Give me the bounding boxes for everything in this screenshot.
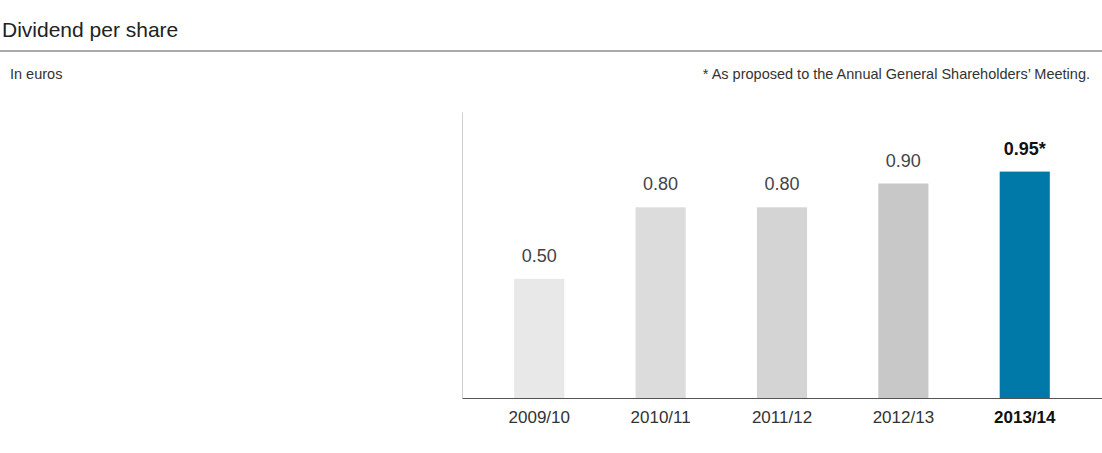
x-tick: 2009/10 (509, 398, 570, 427)
bar (878, 184, 928, 399)
x-tick-label: 2010/11 (631, 408, 691, 427)
data-labels: 0.50 0.80 0.80 0.90 0.95* (522, 139, 1046, 266)
subtitle: In euros (10, 66, 62, 82)
x-tick: 2013/14 (994, 398, 1056, 427)
bar (636, 207, 686, 398)
x-axis-line (463, 398, 1102, 399)
data-label: 0.90 (886, 151, 921, 171)
x-tick-label: 2013/14 (994, 408, 1056, 427)
data-label: 0.80 (764, 174, 799, 194)
bar (1000, 172, 1050, 398)
x-tick-label: 2009/10 (509, 408, 570, 427)
x-axis: 2009/10 2010/11 2011/12 2012/13 2013/14 (463, 398, 1102, 427)
x-tick-label: 2012/13 (873, 408, 934, 427)
y-axis (462, 113, 463, 399)
bar (514, 279, 564, 398)
bars (514, 172, 1050, 398)
footnote: * As proposed to the Annual General Shar… (703, 66, 1090, 82)
title: Dividend per share (2, 18, 178, 41)
chart: Dividend per share In euros * As proposed … (0, 0, 1102, 453)
x-tick-label: 2011/12 (752, 408, 812, 427)
x-tick: 2010/11 (631, 398, 691, 427)
x-tick: 2012/13 (873, 398, 934, 427)
data-label: 0.50 (522, 246, 557, 266)
data-label: 0.80 (643, 174, 678, 194)
y-axis-line (462, 113, 463, 399)
data-label: 0.95* (1004, 139, 1046, 159)
x-tick: 2011/12 (752, 398, 812, 427)
bar (757, 207, 807, 398)
title-rule (0, 51, 1102, 52)
